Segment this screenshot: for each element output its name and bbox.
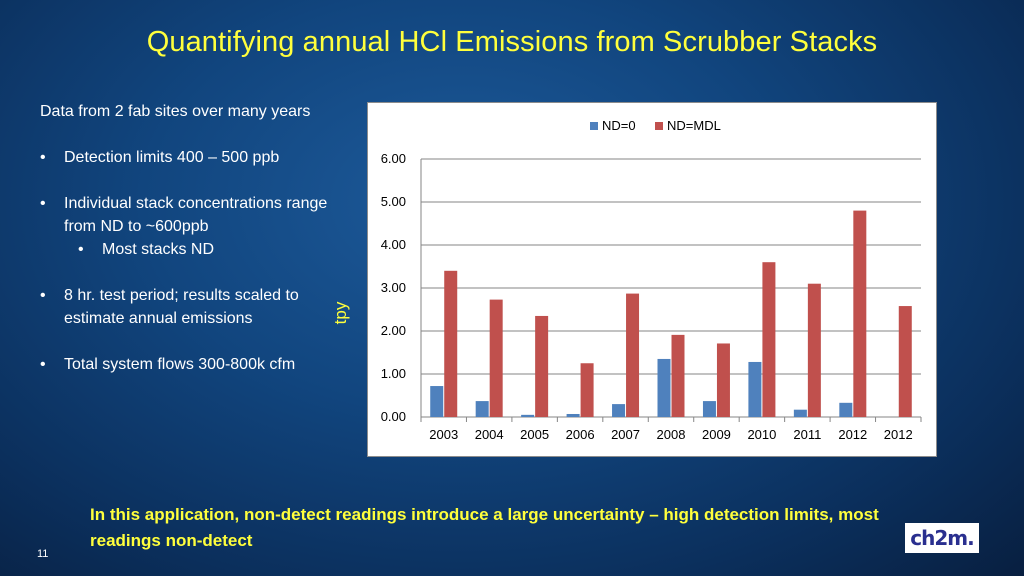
bullet-text: 8 hr. test period; results scaled to est…: [64, 287, 299, 327]
bullet-item: Total system flows 300-800k cfm: [40, 353, 330, 376]
x-tick-label: 2012: [884, 427, 913, 442]
x-tick-label: 2009: [702, 427, 731, 442]
slide-body-text: Data from 2 fab sites over many years De…: [40, 100, 330, 399]
bar-nd-mdl: [626, 293, 640, 417]
bar-nd-mdl: [580, 363, 594, 417]
bar-nd-0: [702, 401, 716, 417]
bar-nd-0: [566, 413, 580, 417]
footer-note: In this application, non-detect readings…: [90, 505, 879, 550]
bar-nd-0: [521, 414, 535, 417]
bullet-item: Individual stack concentrations range fr…: [40, 192, 330, 261]
bar-nd-mdl: [535, 315, 549, 417]
x-tick-label: 2012: [838, 427, 867, 442]
bar-nd-0: [475, 401, 489, 417]
page-number: 11: [37, 548, 49, 560]
slide-title: Quantifying annual HCl Emissions from Sc…: [146, 26, 878, 58]
bar-nd-mdl: [762, 262, 776, 417]
bullet-text: Detection limits 400 – 500 ppb: [64, 149, 280, 166]
logo-text: ch2m.: [910, 526, 974, 550]
bar-chart: 0.00 1.00 2.00 3.00 4.00 5.00 6.00 2003 2004 2005…: [367, 102, 937, 457]
legend-swatch: [590, 122, 598, 130]
company-logo: ch2m.: [905, 523, 979, 553]
x-tick-label: 2003: [429, 427, 458, 442]
y-tick-label: 6.00: [381, 151, 406, 166]
sub-bullet-text: Most stacks ND: [64, 238, 330, 261]
x-tick-label: 2005: [520, 427, 549, 442]
bar-nd-0: [612, 404, 626, 417]
bar-nd-0: [748, 361, 762, 417]
chart-svg: 0.00 1.00 2.00 3.00 4.00 5.00 6.00 2003 2004 2005…: [381, 118, 922, 442]
x-tick-label: 2010: [747, 427, 776, 442]
bar-nd-0: [839, 402, 853, 417]
legend-swatch: [655, 122, 663, 130]
y-tick-label: 1.00: [381, 366, 406, 381]
x-tick-label: 2004: [475, 427, 504, 442]
bar-nd-mdl: [444, 270, 458, 417]
bar-nd-mdl: [853, 210, 867, 417]
chart-y-axis-label: tpy: [331, 301, 350, 325]
bar-nd-mdl: [898, 306, 912, 417]
y-tick-label: 5.00: [381, 194, 406, 209]
bullet-list: Detection limits 400 – 500 ppb Individua…: [40, 146, 330, 376]
bar-nd-0: [793, 409, 807, 417]
x-tick-label: 2006: [566, 427, 595, 442]
legend-label: ND=0: [602, 118, 636, 133]
bar-nd-mdl: [671, 334, 685, 417]
bar-nd-mdl: [807, 283, 821, 417]
y-tick-label: 3.00: [381, 280, 406, 295]
bullet-item: 8 hr. test period; results scaled to est…: [40, 284, 330, 330]
intro-text: Data from 2 fab sites over many years: [40, 103, 311, 120]
bar-nd-0: [657, 358, 671, 417]
x-tick-label: 2011: [793, 427, 821, 442]
y-tick-label: 0.00: [381, 409, 406, 424]
bar-nd-mdl: [489, 299, 503, 417]
bullet-text: Total system flows 300-800k cfm: [64, 356, 296, 373]
bar-nd-mdl: [716, 343, 730, 417]
bullet-item: Detection limits 400 – 500 ppb: [40, 146, 330, 169]
bar-nd-0: [430, 386, 444, 417]
x-tick-label: 2008: [657, 427, 686, 442]
y-tick-label: 2.00: [381, 323, 406, 338]
legend-label: ND=MDL: [667, 118, 721, 133]
bullet-text: Individual stack concentrations range fr…: [64, 195, 328, 235]
y-tick-label: 4.00: [381, 237, 406, 252]
x-tick-label: 2007: [611, 427, 640, 442]
